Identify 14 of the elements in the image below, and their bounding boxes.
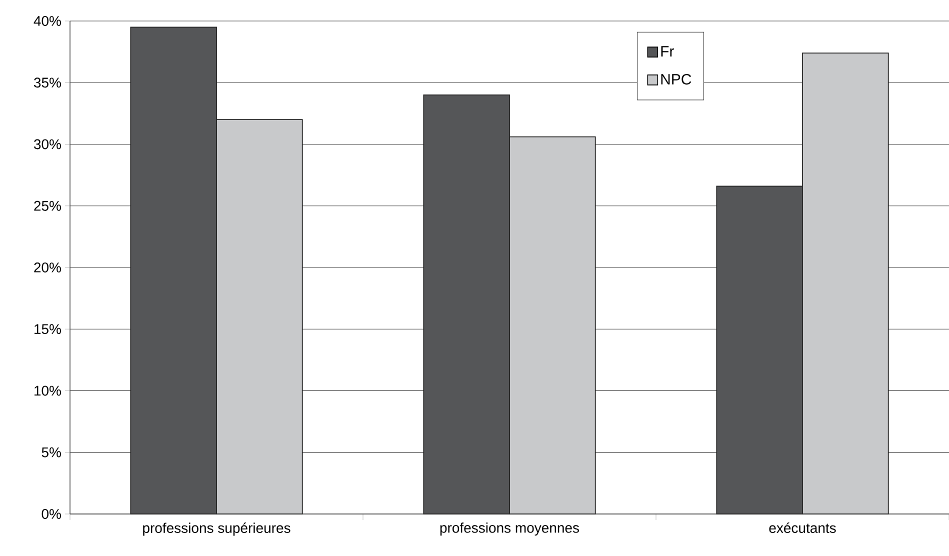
legend-label: NPC	[661, 74, 692, 85]
x-tick-label: professions moyennes	[440, 522, 579, 536]
x-tick-label: professions supérieures	[143, 522, 290, 536]
y-tick-label: 25%	[34, 200, 61, 211]
y-tick-label: 15%	[34, 324, 61, 334]
y-tick-label: 0%	[42, 509, 61, 519]
y-tick-label: 5%	[42, 447, 61, 458]
y-tick-label: 35%	[34, 78, 61, 88]
y-tick-label: 10%	[34, 386, 61, 396]
x-tick-label: exécutants	[769, 522, 836, 533]
y-tick-label: 20%	[34, 262, 61, 272]
y-tick-label: 30%	[34, 139, 61, 150]
legend-label: Fr	[661, 46, 674, 56]
y-tick-label: 40%	[34, 16, 61, 26]
